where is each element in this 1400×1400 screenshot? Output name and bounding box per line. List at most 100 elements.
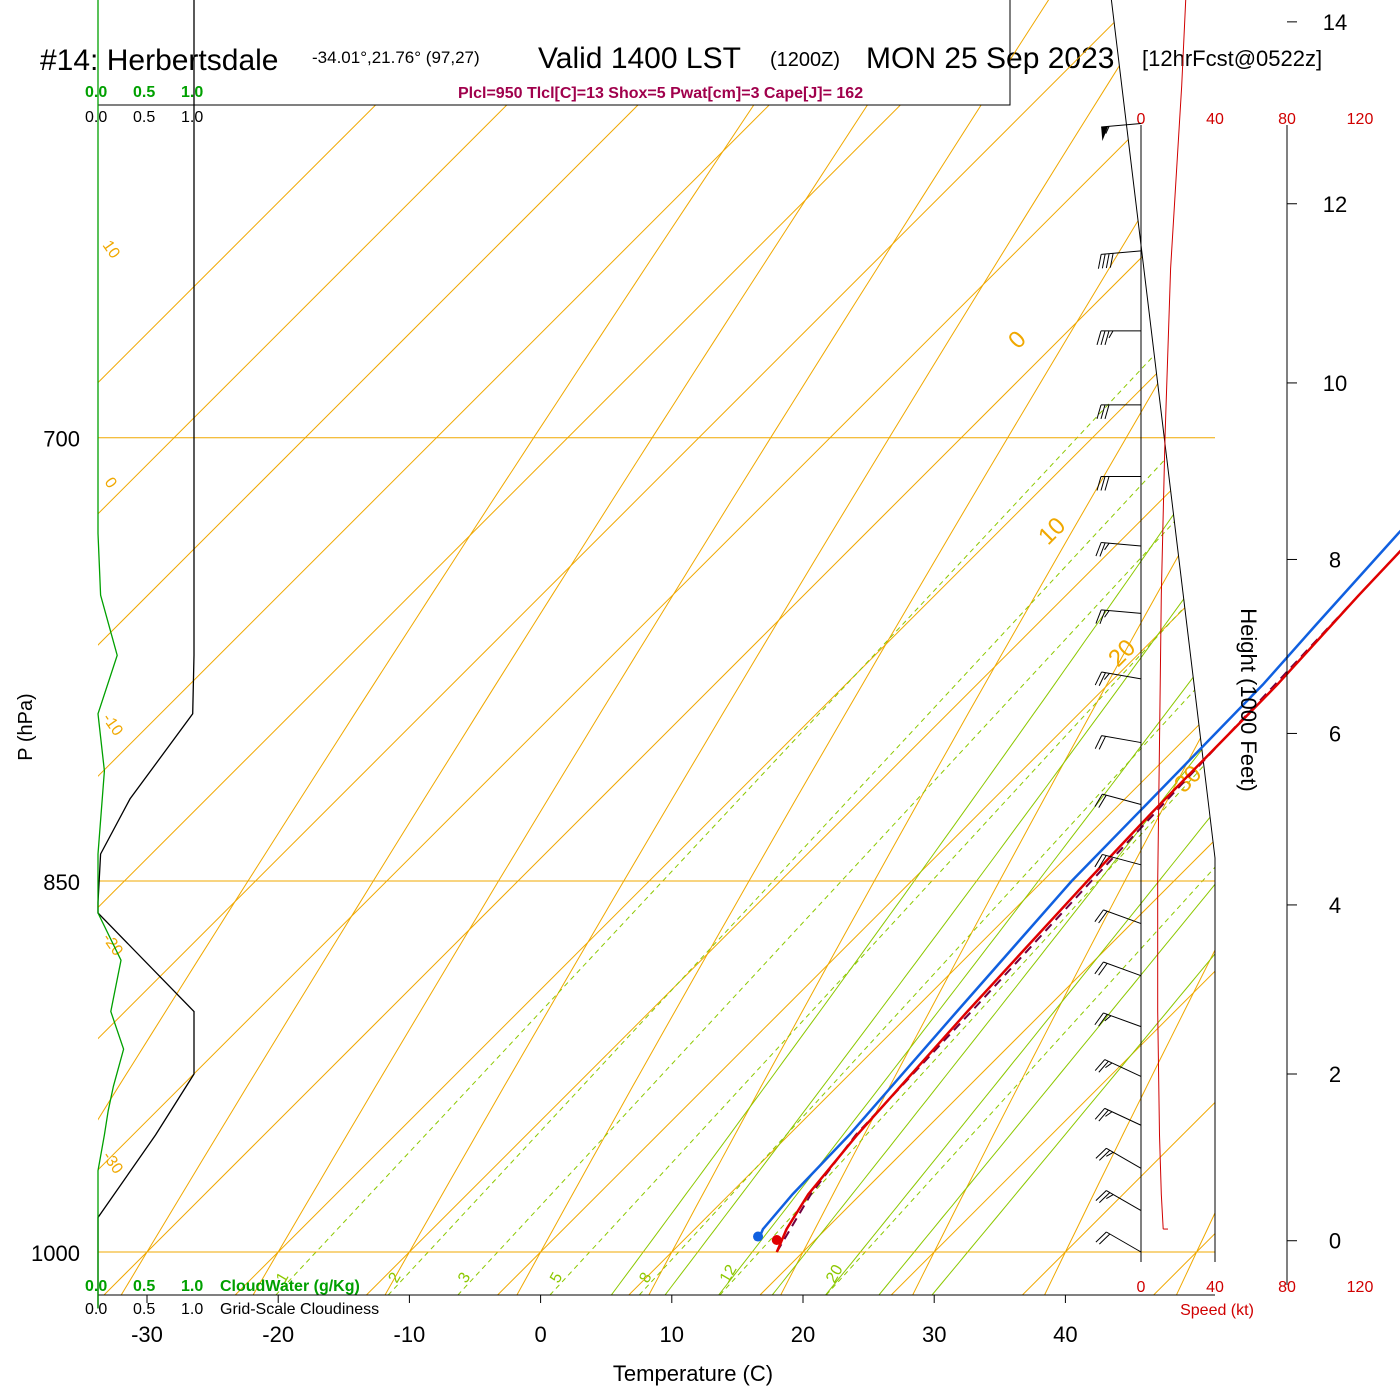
dry-adiabat-line [98, 0, 1215, 1296]
wind-barb [1094, 853, 1142, 869]
cloudwater-tick-label-bottom: 0.0 [85, 1278, 107, 1295]
cloudiness-tick-label-bottom: 0.5 [133, 1301, 155, 1318]
x-tick-label: -20 [262, 1322, 294, 1347]
surface-dewpoint-dot [753, 1231, 764, 1242]
cloudiness-tick-label-top: 0.5 [133, 109, 155, 126]
cloudwater-tick-label-top: 0.0 [85, 84, 107, 101]
cloudwater-tick-label-bottom: 0.5 [133, 1278, 155, 1295]
x-tick-label: 0 [534, 1322, 546, 1347]
wind-barb [1095, 1190, 1142, 1211]
isotherm-label: 10 [99, 238, 123, 262]
moist-adiabat-line [874, 0, 1215, 1296]
dry-adiabat-line [612, 0, 1215, 1296]
wind-barb [1094, 909, 1142, 925]
cloudwater-label: CloudWater (g/Kg) [220, 1278, 360, 1295]
wind-barb [1096, 476, 1141, 491]
isotherm-line [428, 0, 1215, 1296]
cloudiness-tick-label-bottom: 0.0 [85, 1301, 107, 1318]
moist-adiabat-line [559, 0, 1215, 1296]
isotherm-line [691, 0, 1215, 1296]
valid-date: MON 25 Sep 2023 [866, 42, 1114, 75]
pressure-tick-label: 700 [43, 427, 80, 452]
station-title: #14: Herbertsdale [40, 44, 278, 77]
wind-barb [1095, 1231, 1142, 1253]
mixing-ratio-label: 20 [823, 1262, 847, 1286]
dry-adiabat-line [212, 0, 1215, 1296]
wind-barb [1095, 609, 1142, 625]
height-axis-title: Height (1000 Feet) [1236, 608, 1261, 791]
mixing-ratio-line [375, 0, 1215, 1296]
moist-adiabat-line [717, 0, 1215, 1296]
isotherm-line [560, 0, 1215, 1296]
height-tick-label: 6 [1329, 721, 1341, 746]
valid-time: Valid 1400 LST [538, 42, 741, 75]
cloudiness-profile [97, 0, 195, 1309]
parcel-profile [775, 549, 1400, 1253]
mixing-ratio-label: 8 [636, 1270, 655, 1286]
isotherm-label: -30 [99, 1149, 126, 1178]
cloudiness-tick-label-bottom: 1.0 [181, 1301, 203, 1318]
surface-temperature-dot [771, 1235, 782, 1245]
isotherm-label: 0 [101, 475, 120, 492]
wind-barb [1094, 961, 1142, 977]
dry-adiabat-line [346, 0, 1215, 1296]
speed-tick-label: 120 [1347, 111, 1374, 128]
wind-panel: 0040408080120120024681012141618202224262… [1094, 0, 1374, 1296]
moist-adiabat-line [822, 0, 1215, 1296]
pressure-tick-label: 850 [43, 870, 80, 895]
cloud-panel: 0.0 0.0 0.0 0.0 0.5 0.5 0.5 0.5 1.0 1.0 1.0 1.0 [85, 0, 203, 1318]
chart-axes: -30-20-100102030401000850700500400300250 [31, 427, 1078, 1347]
isotherm-line [98, 0, 1215, 1296]
speed-tick-label: 40 [1206, 1279, 1224, 1296]
dry-adiabat-line [479, 0, 1215, 1296]
height-tick-label: 8 [1329, 547, 1341, 572]
dry-adiabat-line [1011, 0, 1215, 1296]
moist-adiabat-line [612, 0, 1215, 1296]
x-tick-label: 10 [660, 1322, 684, 1347]
wind-barb [1095, 542, 1142, 557]
speed-tick-label: 120 [1347, 1279, 1374, 1296]
mixing-ratio-label: 12 [717, 1262, 741, 1286]
wind-speed-profile [1157, 0, 1187, 1230]
sounding-params: Plcl=950 Tlcl[C]=13 Shox=5 Pwat[cm]=3 Ca… [458, 85, 863, 102]
isotherm-label: -20 [99, 931, 126, 960]
isotherm-label: -10 [99, 711, 126, 740]
dewpoint-profile [756, 529, 1400, 1242]
station-coords: -34.01°,21.76° (97,27) [312, 48, 480, 67]
height-tick-label: 0 [1329, 1229, 1341, 1254]
isotherm-line [98, 0, 1215, 1296]
speed-tick-label: 40 [1206, 111, 1224, 128]
zulu-time: (1200Z) [770, 49, 840, 71]
mixing-ratio-label: 3 [455, 1270, 474, 1286]
x-tick-label: 40 [1053, 1322, 1077, 1347]
x-tick-label: 30 [922, 1322, 946, 1347]
mixing-ratio-label: 2 [386, 1270, 405, 1286]
height-tick-label: 14 [1323, 10, 1347, 35]
mixing-ratio-line [445, 0, 1215, 1296]
height-tick-label: 10 [1323, 371, 1347, 396]
isotherm-label: 0 [1003, 326, 1032, 355]
wind-barb [1095, 1147, 1142, 1169]
wind-barb [1096, 330, 1141, 346]
cloudwater-tick-label-top: 0.5 [133, 84, 155, 101]
mixing-ratio-line [626, 0, 1215, 1296]
x-tick-label: -30 [131, 1322, 163, 1347]
height-tick-label: 12 [1323, 192, 1347, 217]
mixing-ratio-line [537, 0, 1215, 1296]
isotherm-label: 30 [1169, 760, 1207, 798]
isotherm-label: 20 [1103, 634, 1141, 672]
cloudwater-tick-label-top: 1.0 [181, 84, 203, 101]
moist-adiabat-line [769, 0, 1215, 1296]
isotherm-line [297, 0, 1215, 1296]
pressure-tick-label: 1000 [31, 1241, 80, 1266]
wind-barb [1101, 123, 1142, 141]
cloudiness-tick-label-top: 0.0 [85, 109, 107, 126]
wind-barb [1094, 793, 1142, 808]
y-axis-title: P (hPa) [15, 693, 37, 760]
speed-tick-label: 0 [1137, 1279, 1146, 1296]
wind-barb [1094, 1059, 1142, 1077]
cloudiness-label: Grid-Scale Cloudiness [220, 1301, 379, 1318]
forecast-info: [12hrFcst@0522z] [1142, 46, 1322, 71]
